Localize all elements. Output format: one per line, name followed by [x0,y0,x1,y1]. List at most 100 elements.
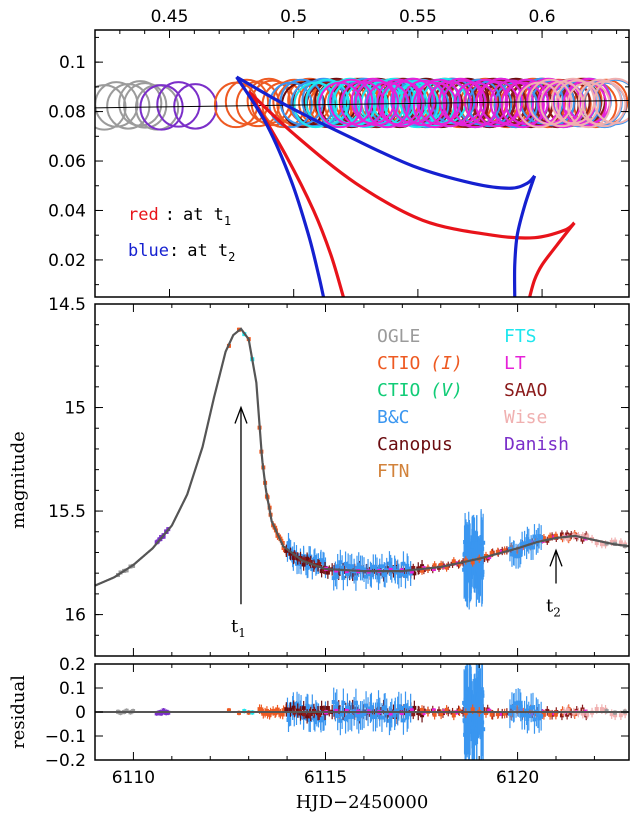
legend-name: CTIO [377,380,420,401]
residual-point [321,708,326,713]
source-circle [292,78,337,126]
data-point [526,539,531,544]
residual-point [479,723,484,728]
annotation-red-name: red [128,205,159,225]
data-point [335,564,340,569]
data-point [594,541,599,546]
data-point [353,576,358,581]
source-circle [555,79,600,127]
residual-point [353,701,358,706]
data-point [373,564,378,569]
data-point [478,561,483,566]
x-axis-tick-labels: 6110 6115 6120 [112,768,539,788]
residual-point [487,708,492,713]
residual-point [462,718,467,723]
legend-entry: B&C [377,407,410,428]
residual-point [385,713,390,718]
residual-point [379,715,384,720]
residual-point [383,705,388,710]
legend-name: FTS [504,326,537,347]
data-point [375,567,380,572]
data-point [341,575,346,580]
legend-name: LT [504,353,526,374]
data-point [409,569,414,574]
data-point [507,546,512,551]
residual-point [296,703,301,708]
top-axis-tick-label: 0.5 [280,7,307,27]
residual-point [401,718,406,723]
caustic-arc [528,221,576,297]
residual-point [518,704,523,709]
residual-point [507,711,512,716]
residual-point [399,705,404,710]
data-point [514,554,519,559]
residual-point [512,705,517,710]
data-point [539,535,544,540]
magnitude-tick-label: 16 [64,606,86,626]
residual-point [483,711,488,716]
model-curve [95,327,629,587]
arrow-label-sub: 2 [553,606,561,620]
residual-point [545,708,550,713]
data-point [321,567,326,572]
legend-entry: FTS [504,326,537,347]
residual-point [373,714,378,719]
data-point [479,544,484,549]
residual-point [341,700,346,705]
residual-point [481,727,486,732]
residual-point [526,714,531,719]
caustic-y-tick-label: 0.06 [48,152,86,172]
data-point [466,551,471,556]
residual-point [432,712,437,717]
legend-name: FTN [377,461,410,482]
data-point [411,565,416,570]
residual-point [291,705,296,710]
data-point [307,559,312,564]
residual-point [288,707,293,712]
top-axis-tick-labels: 0.45 0.5 0.55 0.6 [151,7,556,27]
data-point [325,570,330,575]
data-point [580,534,585,539]
residual-frame [94,663,630,761]
residual-tick-label: 0.1 [59,679,86,699]
legend-entry: LT [504,353,526,374]
data-point [338,560,343,565]
data-point [350,572,355,577]
y-axis-label-residual: residual [8,675,29,749]
annotation-red-sep: : [165,205,175,225]
data-point [524,544,529,549]
data-point [613,539,618,544]
data-point [376,575,381,580]
top-axis-tick-label: 0.6 [529,7,556,27]
caustic-y-tick-label: 0.02 [48,251,86,271]
residual-point [345,705,350,710]
y-axis-label-magnitude: magnitude [8,431,29,529]
data-point [392,565,397,570]
residual-point [599,707,604,712]
residual-point [514,701,519,706]
residual-point [392,713,397,718]
legend-entry: Wise [504,407,547,428]
data-point [463,546,468,551]
legend-entry: CTIO (V) [377,380,463,401]
residual-point [569,711,574,716]
data-point [284,548,289,553]
data-point [537,534,542,539]
data-point [451,559,456,564]
legend-name: Canopus [377,434,453,455]
source-circle [118,80,163,127]
residual-tick-label: −0.1 [45,727,86,747]
data-point [403,573,408,578]
data-point [479,538,484,543]
data-point [481,540,486,545]
residual-tick-labels: −0.2 −0.1 0 0.1 0.2 [45,655,86,771]
caustic-y-tick-label: 0.04 [48,201,86,221]
data-point [291,555,296,560]
residual-point [565,712,570,717]
data-point [355,566,360,571]
residual-point [580,711,585,716]
residual-point [500,711,505,716]
data-point [462,552,467,557]
data-point [405,563,410,568]
